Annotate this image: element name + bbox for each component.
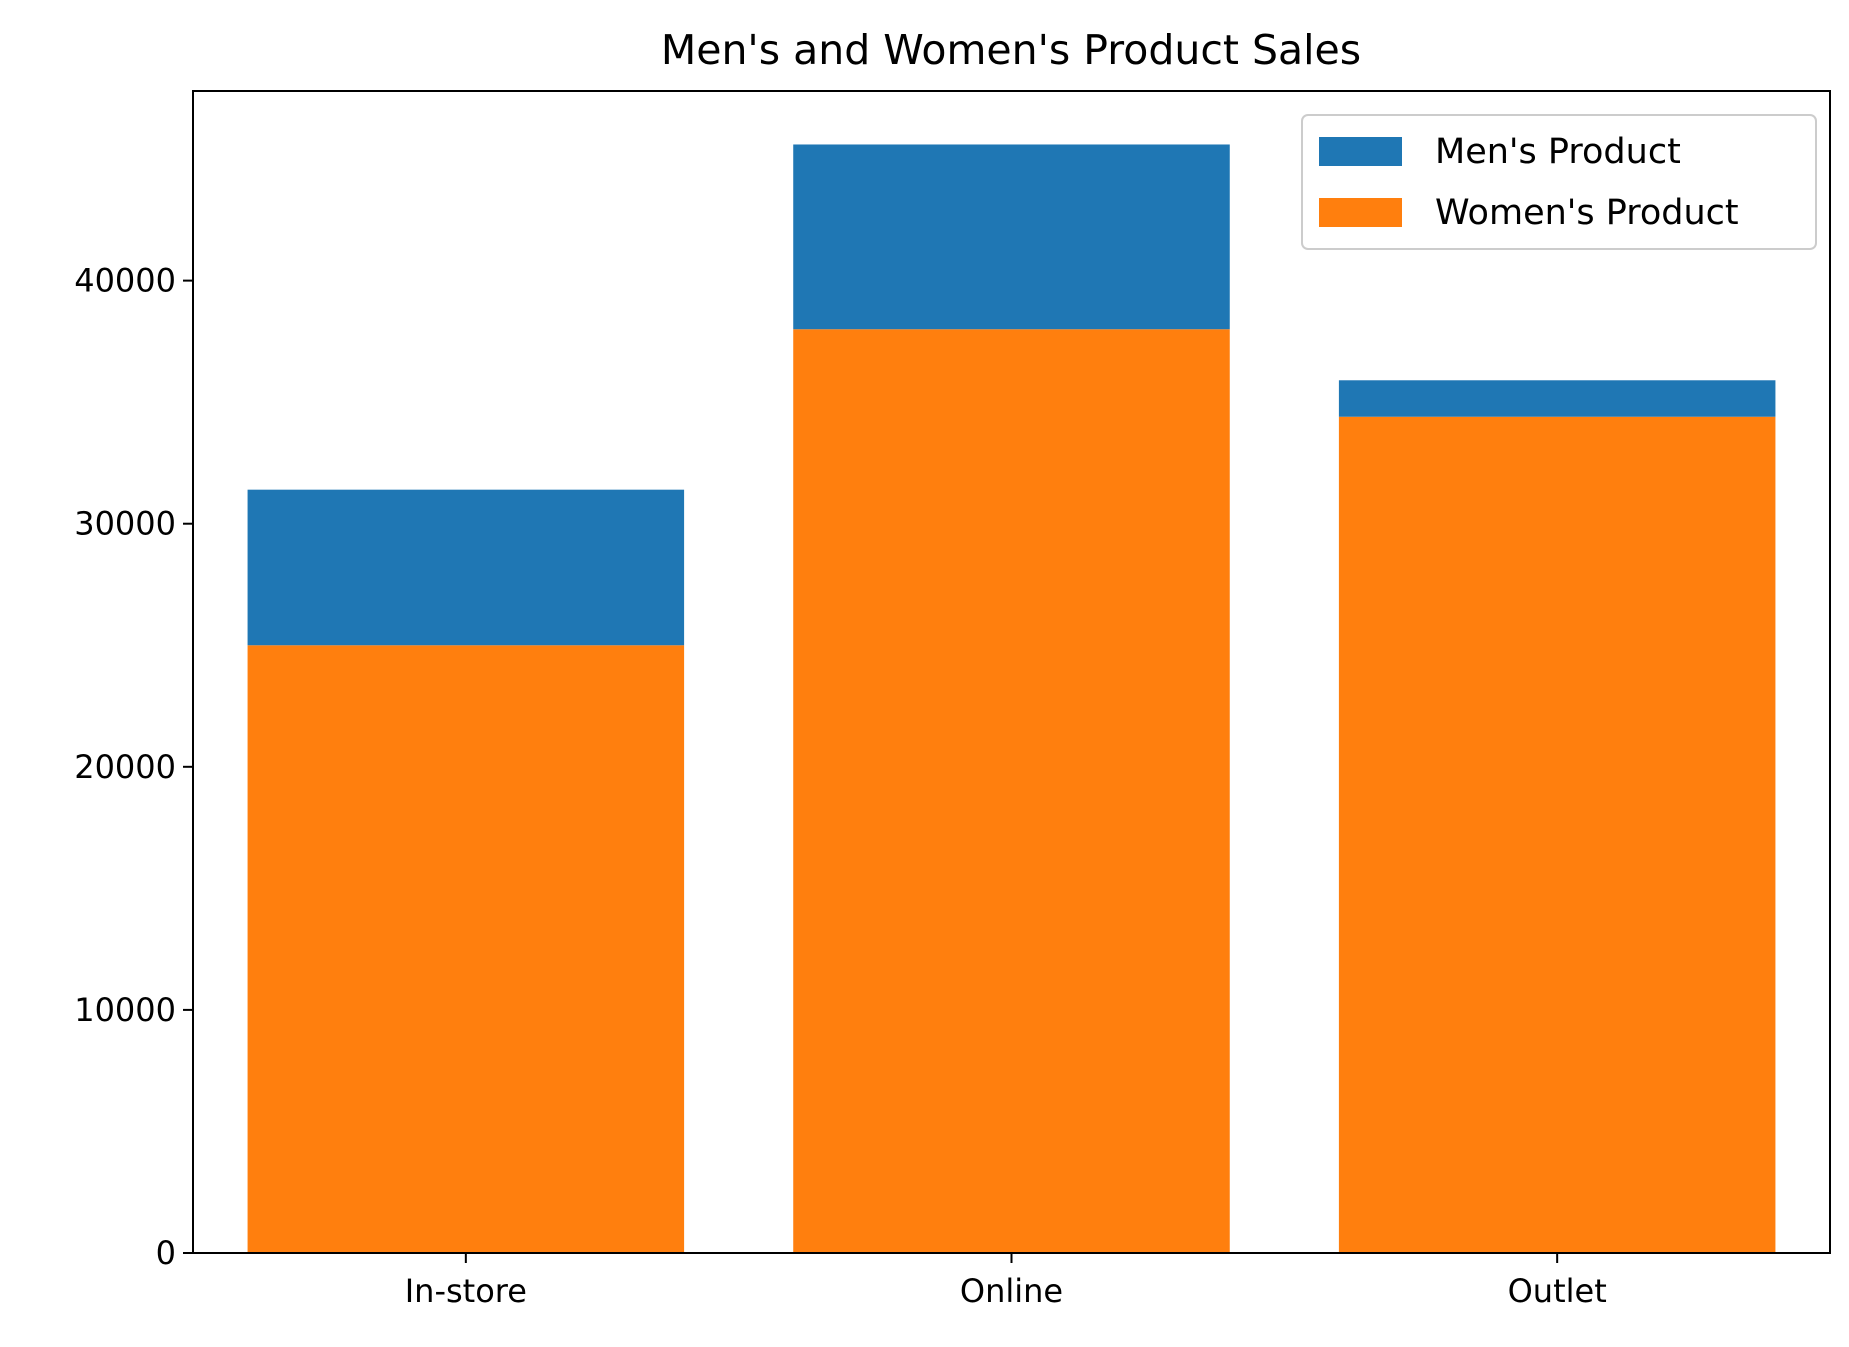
chart-title: Men's and Women's Product Sales bbox=[661, 26, 1361, 74]
bar-women-s-product-outlet bbox=[1338, 416, 1776, 1253]
y-tick-label: 40000 bbox=[74, 262, 176, 300]
legend-label-men-s-product: Men's Product bbox=[1435, 132, 1681, 172]
bar-men-s-product-outlet bbox=[1338, 380, 1776, 417]
legend-box bbox=[1301, 114, 1817, 250]
legend-label-women-s-product: Women's Product bbox=[1435, 193, 1739, 233]
y-tick-label: 20000 bbox=[74, 748, 176, 786]
bar-men-s-product-online bbox=[793, 144, 1230, 330]
x-tick-label: In-store bbox=[405, 1272, 527, 1310]
x-tick-label: Outlet bbox=[1508, 1272, 1607, 1310]
legend-swatch-men-s-product bbox=[1319, 137, 1402, 166]
axes-layer: 0 10000 20000 30000 40000 In-store Online Outle… bbox=[74, 90, 1831, 1310]
bar-men-s-product-in-store bbox=[247, 489, 685, 646]
legend: Men's Product Women's Product bbox=[1301, 114, 1817, 250]
y-tick-label: 30000 bbox=[74, 505, 176, 543]
bar-women-s-product-online bbox=[793, 329, 1230, 1254]
bars-layer bbox=[247, 144, 1776, 1254]
y-tick-label: 0 bbox=[156, 1234, 176, 1272]
y-tick-label: 10000 bbox=[74, 991, 176, 1029]
x-tick-label: Online bbox=[960, 1272, 1063, 1310]
bar-women-s-product-in-store bbox=[247, 645, 685, 1253]
legend-swatch-women-s-product bbox=[1319, 198, 1402, 227]
